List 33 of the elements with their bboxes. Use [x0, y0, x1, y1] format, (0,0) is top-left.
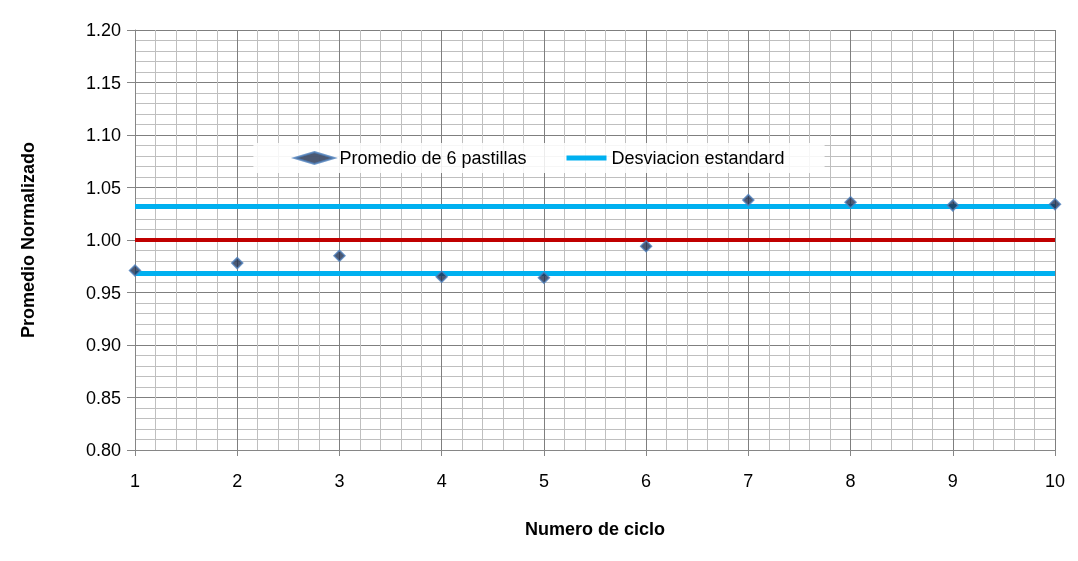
y-tick-label: 0.80 [85, 440, 121, 460]
point [639, 240, 653, 253]
point [230, 256, 244, 270]
y-tick-label: 0.85 [85, 387, 121, 408]
point [333, 249, 346, 262]
x-tick-label: 4 [436, 471, 447, 491]
x-tick-label: 3 [334, 471, 345, 491]
point [742, 193, 755, 207]
y-tick-label: 0.90 [85, 335, 121, 355]
legend-label: Desviacion estandard [611, 148, 785, 168]
x-tick-label: 6 [641, 471, 652, 491]
x-tick-label: 1 [129, 471, 141, 491]
point [1048, 198, 1062, 211]
legend-label: Promedio de 6 pastillas [339, 148, 527, 168]
y-tick-label: 1.10 [85, 125, 121, 145]
y-tick-label: 1.05 [85, 177, 121, 198]
x-tick-label: 2 [232, 471, 243, 491]
x-tick-label: 10 [1044, 471, 1066, 491]
y-axis-title: Promedio Normalizado [18, 141, 38, 339]
y-tick-label: 1.00 [85, 230, 121, 250]
y-tick-label: 0.95 [85, 282, 121, 303]
point [537, 271, 551, 285]
x-axis-title: Numero de ciclo [524, 519, 666, 539]
point [946, 199, 960, 212]
x-tick-label: 7 [743, 471, 754, 491]
point [435, 270, 448, 283]
point [128, 264, 142, 277]
x-tick-label: 9 [947, 471, 958, 491]
x-tick-label: 8 [845, 471, 856, 491]
y-tick-label: 1.20 [85, 20, 121, 40]
y-tick-label: 1.15 [85, 72, 121, 93]
x-tick-label: 5 [538, 471, 549, 491]
point [844, 195, 857, 209]
